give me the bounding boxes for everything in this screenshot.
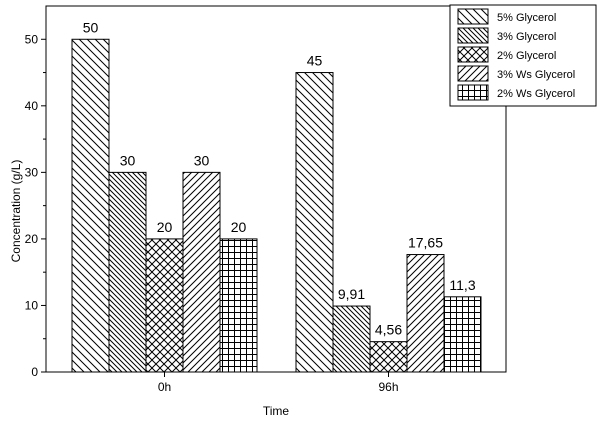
x-tick-label: 0h xyxy=(158,380,171,394)
bar-crosshatch-0 xyxy=(145,238,184,373)
bar-diag-down-0 xyxy=(71,38,110,373)
x-axis-title: Time xyxy=(263,404,290,418)
data-label: 9,91 xyxy=(338,286,365,302)
legend-label: 2% Glycerol xyxy=(497,50,556,62)
x-tick-label: 96h xyxy=(378,380,398,394)
bar-diag-up-0 xyxy=(182,171,221,373)
y-tick-label: 10 xyxy=(25,298,39,312)
data-label: 45 xyxy=(307,53,323,69)
data-label: 20 xyxy=(231,219,247,235)
data-label: 30 xyxy=(194,152,210,168)
bar-grid-1 xyxy=(443,296,482,373)
data-label: 30 xyxy=(120,152,136,168)
legend-label: 3% Glycerol xyxy=(497,31,556,43)
legend-swatch xyxy=(457,8,489,25)
data-label: 20 xyxy=(157,219,173,235)
bar-diag-down-dense-0 xyxy=(108,171,147,373)
data-label: 50 xyxy=(83,19,99,35)
legend-label: 3% Ws Glycerol xyxy=(497,69,575,81)
y-tick-label: 40 xyxy=(25,99,39,113)
axes-layer: 0 10 20 30 40 50 0h 96h xyxy=(25,5,507,394)
bar-diag-down-dense-1 xyxy=(332,305,371,373)
bar-grid-0 xyxy=(219,238,258,373)
y-tick-label: 20 xyxy=(25,232,39,246)
data-label: 11,3 xyxy=(449,277,475,293)
bar-diag-down-1 xyxy=(295,72,334,373)
legend-swatch xyxy=(457,46,489,63)
legend-swatch xyxy=(457,65,489,82)
legend-swatch xyxy=(457,84,489,101)
legend-swatch xyxy=(457,27,489,44)
data-label: 4,56 xyxy=(375,322,402,338)
bars-layer: 50 45 30 9,91 20 4,56 30 17,65 20 11,3 xyxy=(71,19,482,373)
plot-frame xyxy=(45,5,507,373)
legend-label: 5% Glycerol xyxy=(497,12,556,24)
bar-diag-up-1 xyxy=(406,254,445,373)
bar-crosshatch-1 xyxy=(369,341,408,373)
data-label: 17,65 xyxy=(408,235,443,251)
y-axis-title: Concentration (g/L) xyxy=(9,160,23,263)
legend-label: 2% Ws Glycerol xyxy=(497,88,575,100)
y-tick-label: 30 xyxy=(25,165,39,179)
legend: 5% Glycerol 3% Glycerol 2% Glycerol 3% Ws G… xyxy=(449,4,597,107)
y-tick-label: 50 xyxy=(25,32,39,46)
y-tick-label: 0 xyxy=(31,365,38,379)
